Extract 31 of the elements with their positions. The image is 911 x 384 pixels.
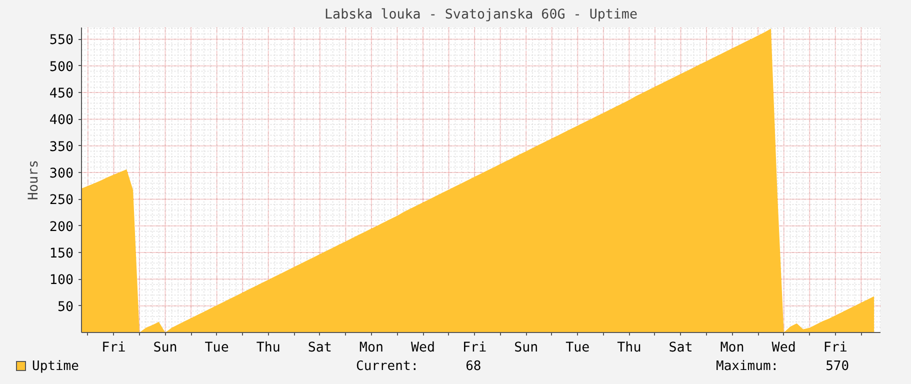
legend-label: Uptime bbox=[32, 359, 79, 374]
y-tick-label: 350 bbox=[49, 140, 74, 155]
y-tick-label: 400 bbox=[49, 113, 74, 128]
x-tick-label: Wed bbox=[772, 340, 796, 356]
x-tick-label: Mon bbox=[359, 340, 384, 356]
x-tick-label: Wed bbox=[410, 340, 436, 356]
x-tick-label: Fri bbox=[102, 340, 126, 356]
y-tick-label: 250 bbox=[49, 193, 74, 208]
y-tick-label: 150 bbox=[49, 246, 74, 262]
x-tick-label: Sun bbox=[153, 340, 178, 356]
x-tick-label: Sat bbox=[668, 340, 693, 356]
y-axis-title: Hours bbox=[26, 160, 42, 200]
y-tick-label: 100 bbox=[49, 273, 74, 288]
x-tick-label: Tue bbox=[204, 340, 229, 356]
chart-title: Labska louka - Svatojanska 60G - Uptime bbox=[324, 8, 638, 22]
x-tick-label: Fri bbox=[462, 340, 487, 356]
x-tick-label: Thu bbox=[256, 340, 280, 356]
y-tick-label: 500 bbox=[49, 60, 74, 75]
y-tick-label: 550 bbox=[49, 33, 74, 48]
y-tick-label: 450 bbox=[49, 86, 74, 102]
text: Maximum: 570 bbox=[716, 358, 850, 376]
x-tick-label: Sun bbox=[514, 340, 538, 356]
x-tick-label: Mon bbox=[720, 340, 744, 356]
x-tick-label: Tue bbox=[566, 340, 590, 356]
y-tick-label: 50 bbox=[57, 300, 74, 315]
x-tick-label: Fri bbox=[823, 340, 848, 356]
x-tick-label: Thu bbox=[617, 340, 642, 356]
y-tick-label: 200 bbox=[49, 220, 74, 235]
text: Current: 68 bbox=[356, 358, 482, 376]
x-tick-label: Sat bbox=[308, 340, 332, 356]
y-tick-label: 300 bbox=[49, 166, 74, 182]
